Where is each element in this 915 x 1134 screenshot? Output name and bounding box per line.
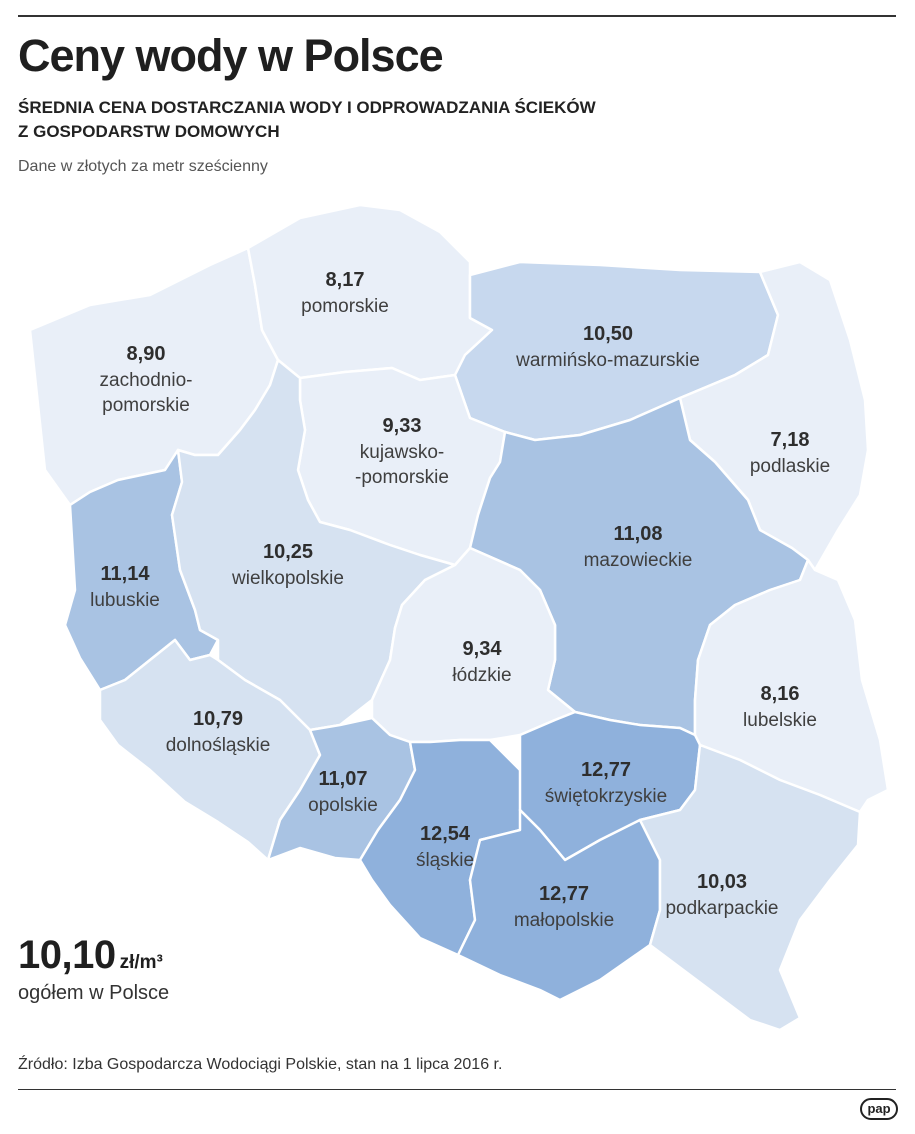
region-name-dolnoslaskie: dolnośląskie	[166, 735, 271, 756]
region-name-lubelskie: lubelskie	[743, 710, 817, 731]
region-name-opolskie: opolskie	[308, 795, 378, 816]
regions-layer	[28, 203, 890, 1032]
region-value-pomorskie: 8,17	[326, 269, 365, 291]
region-pomorskie[interactable]	[246, 203, 494, 382]
region-value-mazowieckie: 11,08	[614, 523, 663, 545]
source-note: Źródło: Izba Gospodarcza Wodociągi Polsk…	[18, 1056, 503, 1073]
region-name-pomorskie: pomorskie	[301, 296, 389, 317]
national-total-label: ogółem w Polsce	[18, 982, 170, 1004]
region-name-podlaskie: podlaskie	[750, 456, 830, 477]
region-name-slaskie: śląskie	[416, 850, 474, 871]
region-name-mazowieckie: mazowieckie	[584, 550, 693, 571]
region-value-podkarpackie: 10,03	[697, 871, 747, 893]
bottom-rule	[18, 1089, 896, 1090]
national-total-value: 10,10	[18, 933, 116, 977]
subtitle: ŚREDNIA CENA DOSTARCZANIA WODY I ODPROWA…	[18, 96, 718, 144]
subtitle-line-1: ŚREDNIA CENA DOSTARCZANIA WODY I ODPROWA…	[18, 98, 596, 117]
region-value-kujawsko-pomorskie: 9,33	[383, 415, 422, 437]
region-name-podkarpackie: podkarpackie	[665, 898, 778, 919]
region-name-kujawsko-pomorskie-line-2: -pomorskie	[355, 467, 449, 488]
labels-layer: 8,90 zachodnio-pomorskie 8,17 pomorskie 10,5…	[90, 269, 830, 931]
region-value-lubuskie: 11,14	[101, 563, 151, 585]
page-title: Ceny wody w Polsce	[18, 30, 444, 81]
region-name-wielkopolskie: wielkopolskie	[231, 568, 344, 589]
region-value-lubelskie: 8,16	[761, 683, 800, 705]
region-value-dolnoslaskie: 10,79	[193, 708, 243, 730]
region-value-malopolskie: 12,77	[539, 883, 589, 905]
region-value-wielkopolskie: 10,25	[263, 541, 313, 563]
national-total-unit: zł/m³	[119, 952, 163, 973]
region-name-lodzkie: łódzkie	[452, 665, 511, 686]
region-value-zachodniopomorskie: 8,90	[127, 343, 166, 365]
national-total: 10,10 zł/m³	[18, 933, 163, 978]
region-name-malopolskie: małopolskie	[514, 910, 614, 931]
unit-note: Dane w złotych za metr sześcienny	[18, 158, 268, 175]
subtitle-line-2: Z GOSPODARSTW DOMOWYCH	[18, 122, 280, 141]
region-name-kujawsko-pomorskie-line-1: kujawsko-	[360, 442, 444, 463]
region-name-swietokrzyskie: świętokrzyskie	[545, 786, 667, 807]
region-value-slaskie: 12,54	[420, 823, 471, 845]
pap-logo: pap	[860, 1098, 898, 1120]
poland-map: 8,90 zachodnio-pomorskie 8,17 pomorskie 10,5…	[28, 203, 890, 1032]
region-value-lodzkie: 9,34	[463, 638, 503, 660]
region-name-lubuskie: lubuskie	[90, 590, 160, 611]
region-value-warminsko-mazurskie: 10,50	[583, 323, 633, 345]
region-name-zachodniopomorskie-line-1: zachodnio-	[100, 370, 193, 391]
region-name-warminsko-mazurskie: warmińsko-mazurskie	[515, 350, 700, 371]
region-malopolskie[interactable]	[456, 808, 662, 1002]
region-value-podlaskie: 7,18	[771, 429, 810, 451]
region-podkarpackie[interactable]	[638, 743, 862, 1032]
region-name-zachodniopomorskie-line-2: pomorskie	[102, 395, 190, 416]
region-value-swietokrzyskie: 12,77	[581, 759, 631, 781]
top-rule	[18, 15, 896, 17]
region-value-opolskie: 11,07	[319, 768, 368, 790]
